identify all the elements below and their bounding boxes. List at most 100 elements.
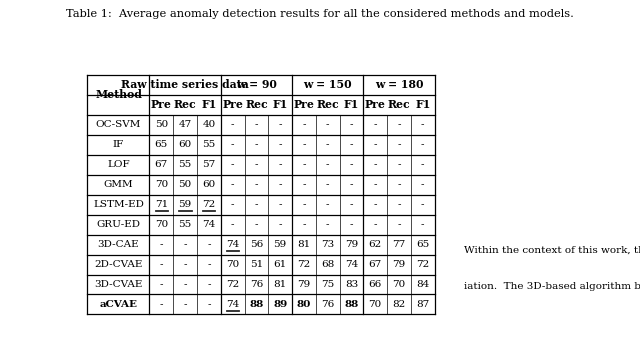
Text: 57: 57	[202, 160, 216, 169]
Text: 70: 70	[226, 260, 239, 269]
Text: -: -	[421, 120, 424, 129]
Text: -: -	[421, 180, 424, 189]
Text: -: -	[421, 200, 424, 209]
Text: -: -	[326, 200, 330, 209]
Text: -: -	[302, 160, 306, 169]
Text: -: -	[302, 200, 306, 209]
Text: -: -	[326, 160, 330, 169]
Text: 73: 73	[321, 240, 334, 249]
Text: -: -	[374, 220, 377, 229]
Text: 62: 62	[369, 240, 382, 249]
Text: Rec: Rec	[388, 99, 410, 110]
Text: F1: F1	[415, 99, 431, 110]
Text: 2D-CVAE: 2D-CVAE	[94, 260, 143, 269]
Text: w = 150: w = 150	[303, 79, 352, 90]
Text: -: -	[302, 120, 306, 129]
Text: -: -	[231, 160, 234, 169]
Text: 80: 80	[297, 300, 311, 309]
Text: OC-SVM: OC-SVM	[96, 120, 141, 129]
Text: 72: 72	[298, 260, 310, 269]
Text: 3D-CAE: 3D-CAE	[98, 240, 140, 249]
Text: -: -	[278, 200, 282, 209]
Text: Within the context of this work, the third dim: Within the context of this work, the thi…	[464, 246, 640, 255]
Text: -: -	[159, 300, 163, 309]
Text: 79: 79	[298, 280, 310, 289]
Text: 70: 70	[155, 180, 168, 189]
Text: 60: 60	[202, 180, 216, 189]
Text: w = 90: w = 90	[236, 79, 277, 90]
Text: 75: 75	[321, 280, 334, 289]
Text: -: -	[397, 200, 401, 209]
Text: -: -	[421, 140, 424, 149]
Text: 87: 87	[416, 300, 429, 309]
Text: GMM: GMM	[104, 180, 133, 189]
Text: -: -	[397, 120, 401, 129]
Text: 83: 83	[345, 280, 358, 289]
Text: F1: F1	[273, 99, 288, 110]
Text: 88: 88	[249, 300, 264, 309]
Text: GRU-ED: GRU-ED	[97, 220, 140, 229]
Text: -: -	[255, 220, 258, 229]
Text: F1: F1	[201, 99, 216, 110]
Text: 81: 81	[273, 280, 287, 289]
Text: 70: 70	[392, 280, 406, 289]
Text: -: -	[231, 220, 234, 229]
Text: -: -	[207, 280, 211, 289]
Text: -: -	[207, 260, 211, 269]
Text: -: -	[326, 140, 330, 149]
Text: 71: 71	[155, 200, 168, 209]
Text: -: -	[183, 280, 187, 289]
Text: iation.  The 3D-based algorithm b: iation. The 3D-based algorithm b	[464, 282, 640, 291]
Text: 81: 81	[298, 240, 310, 249]
Text: -: -	[159, 260, 163, 269]
Text: -: -	[255, 180, 258, 189]
Text: -: -	[159, 240, 163, 249]
Text: 65: 65	[416, 240, 429, 249]
Text: 70: 70	[369, 300, 382, 309]
Text: -: -	[183, 240, 187, 249]
Text: 72: 72	[202, 200, 216, 209]
Text: -: -	[349, 200, 353, 209]
Text: 76: 76	[321, 300, 334, 309]
Text: -: -	[159, 280, 163, 289]
Text: 89: 89	[273, 300, 287, 309]
Text: 74: 74	[202, 220, 216, 229]
Text: 74: 74	[345, 260, 358, 269]
Text: -: -	[397, 180, 401, 189]
Text: -: -	[349, 120, 353, 129]
Text: -: -	[374, 140, 377, 149]
Text: -: -	[397, 140, 401, 149]
Text: 72: 72	[416, 260, 429, 269]
Text: 50: 50	[179, 180, 192, 189]
Text: 55: 55	[179, 220, 192, 229]
Text: 59: 59	[273, 240, 287, 249]
Text: -: -	[397, 220, 401, 229]
Text: LOF: LOF	[107, 160, 130, 169]
Text: 60: 60	[179, 140, 192, 149]
Text: -: -	[326, 120, 330, 129]
Text: 82: 82	[392, 300, 406, 309]
Text: -: -	[231, 120, 234, 129]
Text: -: -	[302, 140, 306, 149]
Text: -: -	[278, 220, 282, 229]
Text: 84: 84	[416, 280, 429, 289]
Text: -: -	[255, 140, 258, 149]
Text: 65: 65	[155, 140, 168, 149]
Text: Rec: Rec	[316, 99, 339, 110]
Text: 72: 72	[226, 280, 239, 289]
Text: -: -	[231, 200, 234, 209]
Text: -: -	[278, 180, 282, 189]
Text: 79: 79	[345, 240, 358, 249]
Text: -: -	[231, 180, 234, 189]
Text: -: -	[183, 300, 187, 309]
Text: -: -	[278, 140, 282, 149]
Text: -: -	[374, 120, 377, 129]
Text: 67: 67	[369, 260, 382, 269]
Text: aCVAE: aCVAE	[99, 300, 138, 309]
Text: 55: 55	[202, 140, 216, 149]
Text: IF: IF	[113, 140, 124, 149]
Text: 66: 66	[369, 280, 382, 289]
Text: w = 180: w = 180	[375, 79, 423, 90]
Text: 47: 47	[179, 120, 192, 129]
Text: Pre: Pre	[365, 99, 386, 110]
